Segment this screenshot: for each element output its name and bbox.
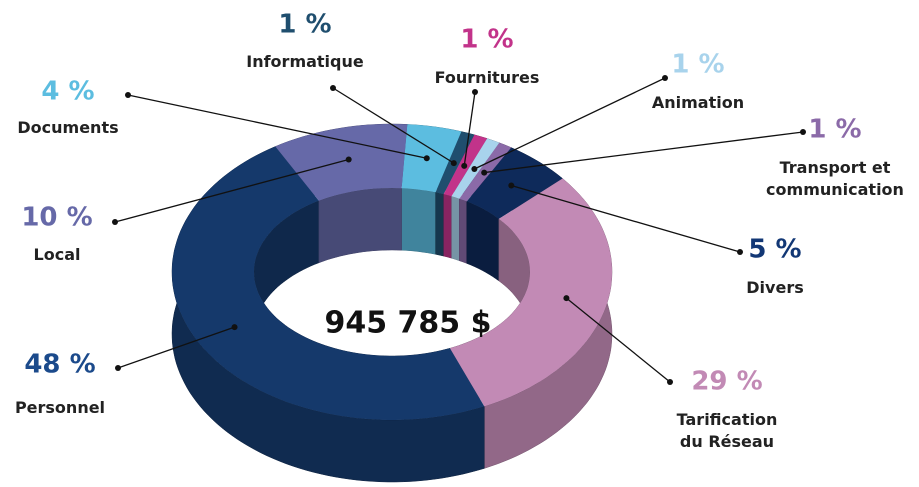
- leader-line: [566, 297, 671, 383]
- slice-inner-side: [451, 195, 460, 262]
- leader-line: [484, 131, 804, 174]
- category-label: Tarification du Réseau: [676, 410, 778, 451]
- leader-line: [127, 94, 427, 159]
- leader-dot: [563, 295, 570, 302]
- leader-line: [463, 91, 476, 166]
- slice-inner-side: [318, 187, 402, 264]
- value-label: 4 %: [41, 77, 94, 107]
- leader-line: [114, 158, 349, 223]
- leader-dot: [115, 365, 121, 371]
- leader-dot: [471, 166, 478, 173]
- value-label: 1 %: [460, 25, 513, 55]
- leader-dot: [472, 89, 478, 95]
- slice-inner-side: [443, 193, 452, 259]
- leader-dot: [112, 219, 118, 225]
- category-label: Informatique: [246, 52, 364, 71]
- center-label: 945 785 $: [324, 306, 491, 341]
- category-label: Local: [33, 245, 81, 264]
- value-label: 1 %: [808, 115, 861, 145]
- slice: [401, 124, 462, 193]
- leader-dot: [461, 162, 468, 169]
- category-label: Personnel: [14, 398, 106, 417]
- leader-dot: [481, 169, 488, 176]
- leader-line: [332, 87, 455, 164]
- value-label: 10 %: [21, 203, 92, 233]
- leader-line: [474, 77, 666, 170]
- leader-dot: [508, 182, 515, 189]
- category-label: Transport et communication: [766, 158, 904, 199]
- slice-inner-side: [435, 191, 444, 257]
- category-label: Divers: [746, 278, 804, 297]
- leader-dot: [662, 75, 668, 81]
- value-label: 5 %: [748, 235, 801, 265]
- leader-line: [117, 326, 235, 369]
- slice: [449, 178, 612, 407]
- leader-line: [511, 184, 741, 253]
- slice: [172, 146, 485, 420]
- leader-dot: [125, 92, 131, 98]
- leader-dot: [423, 155, 430, 162]
- leader-dot: [800, 129, 806, 135]
- slice-inner-side: [401, 187, 436, 255]
- leader-dot: [450, 160, 457, 167]
- slice: [275, 124, 408, 201]
- leader-dot: [667, 379, 673, 385]
- leader-dot: [737, 249, 743, 255]
- leader-dot: [345, 156, 352, 163]
- value-label: 1 %: [671, 50, 724, 80]
- leader-dot: [231, 324, 238, 331]
- category-label: Fournitures: [434, 68, 540, 87]
- category-label: Animation: [651, 93, 745, 112]
- slice-inner-side: [459, 198, 468, 264]
- leader-dot: [330, 85, 336, 91]
- value-label: 1 %: [278, 10, 331, 40]
- category-label: Documents: [17, 118, 119, 137]
- value-label: 29 %: [691, 367, 762, 397]
- value-label: 48 %: [24, 350, 95, 380]
